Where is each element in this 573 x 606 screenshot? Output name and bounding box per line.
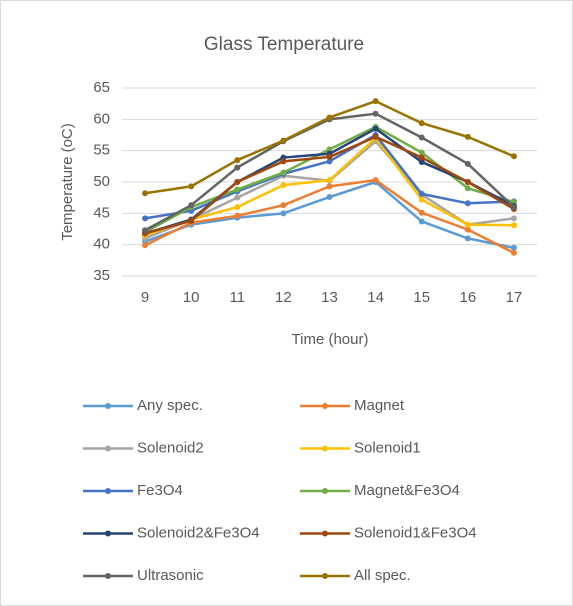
x-tick-label: 17 — [506, 289, 523, 306]
data-point — [464, 200, 471, 207]
data-point — [280, 182, 287, 189]
data-point — [234, 204, 241, 211]
data-point — [418, 209, 425, 216]
data-point — [326, 158, 333, 165]
legend-marker — [322, 530, 328, 537]
data-point — [372, 98, 379, 105]
data-point — [280, 137, 287, 144]
x-tick-label: 16 — [459, 289, 476, 306]
data-point — [418, 196, 425, 203]
data-point — [326, 146, 333, 153]
data-point — [510, 153, 517, 160]
data-point — [418, 218, 425, 225]
x-tick-label: 9 — [141, 289, 149, 306]
x-axis-label: Time (hour) — [292, 331, 369, 348]
data-point — [418, 190, 425, 197]
data-point — [280, 210, 287, 217]
legend-label: Magnet — [354, 397, 405, 414]
x-tick-label: 12 — [275, 289, 292, 306]
data-point — [464, 221, 471, 228]
legend-label: Solenoid1 — [354, 439, 421, 456]
data-point — [464, 179, 471, 185]
data-point — [418, 120, 425, 127]
data-point — [418, 154, 425, 161]
data-point — [464, 235, 471, 242]
legend-marker — [105, 403, 111, 409]
data-point — [510, 204, 517, 211]
data-point — [234, 179, 241, 185]
data-point — [418, 158, 425, 165]
data-point — [188, 202, 195, 209]
data-point — [326, 153, 333, 160]
data-point — [326, 114, 333, 121]
legend-marker — [105, 488, 111, 494]
legend-label: Any spec. — [137, 397, 203, 414]
data-point — [326, 183, 333, 190]
data-point — [188, 217, 195, 224]
legend-marker — [105, 573, 111, 579]
y-tick-label: 65 — [93, 79, 110, 96]
legend-marker — [105, 530, 111, 537]
data-point — [326, 177, 333, 184]
legend-label: Ultrasonic — [137, 567, 204, 584]
data-point — [142, 190, 149, 197]
data-point — [188, 183, 195, 190]
legend-marker — [105, 445, 111, 452]
data-point — [142, 227, 149, 234]
legend-label: Solenoid1&Fe3O4 — [354, 524, 477, 541]
data-point — [510, 249, 517, 256]
data-point — [464, 226, 471, 233]
data-point — [280, 158, 287, 165]
data-point — [234, 164, 241, 171]
y-tick-label: 40 — [93, 236, 110, 253]
data-point — [372, 177, 379, 184]
legend-label: Solenoid2 — [137, 439, 204, 456]
x-tick-label: 14 — [367, 289, 384, 306]
y-tick-label: 35 — [93, 267, 110, 284]
data-point — [280, 202, 287, 209]
x-tick-label: 11 — [229, 289, 245, 306]
legend-marker — [322, 488, 328, 494]
x-tick-label: 15 — [413, 289, 430, 306]
data-point — [510, 244, 517, 251]
data-point — [510, 215, 517, 222]
data-point — [234, 186, 241, 193]
data-point — [234, 212, 241, 219]
data-point — [510, 222, 517, 229]
legend-marker — [322, 403, 328, 409]
data-point — [464, 133, 471, 140]
y-tick-label: 60 — [93, 110, 110, 127]
y-tick-label: 55 — [93, 142, 110, 159]
data-point — [418, 134, 425, 141]
legend-label: Magnet&Fe3O4 — [354, 482, 460, 499]
data-point — [234, 157, 241, 164]
data-point — [142, 242, 149, 249]
data-point — [464, 185, 471, 192]
data-point — [372, 133, 379, 140]
data-point — [326, 194, 333, 201]
legend-label: All spec. — [354, 567, 411, 584]
chart-title: Glass Temperature — [204, 34, 364, 55]
y-axis-label: Temperature (oC) — [59, 123, 76, 241]
y-tick-label: 45 — [93, 204, 110, 221]
data-point — [142, 215, 149, 222]
data-point — [234, 194, 241, 201]
data-point — [418, 149, 425, 156]
data-point — [280, 169, 287, 176]
data-point — [372, 125, 379, 132]
x-tick-label: 10 — [183, 289, 200, 306]
x-tick-label: 13 — [321, 289, 338, 306]
legend-marker — [322, 573, 328, 579]
legend-marker — [322, 445, 328, 452]
data-point — [372, 110, 379, 117]
legend-label: Solenoid2&Fe3O4 — [137, 524, 260, 541]
legend-label: Fe3O4 — [137, 482, 183, 499]
data-point — [464, 160, 471, 167]
y-tick-label: 50 — [93, 173, 110, 190]
